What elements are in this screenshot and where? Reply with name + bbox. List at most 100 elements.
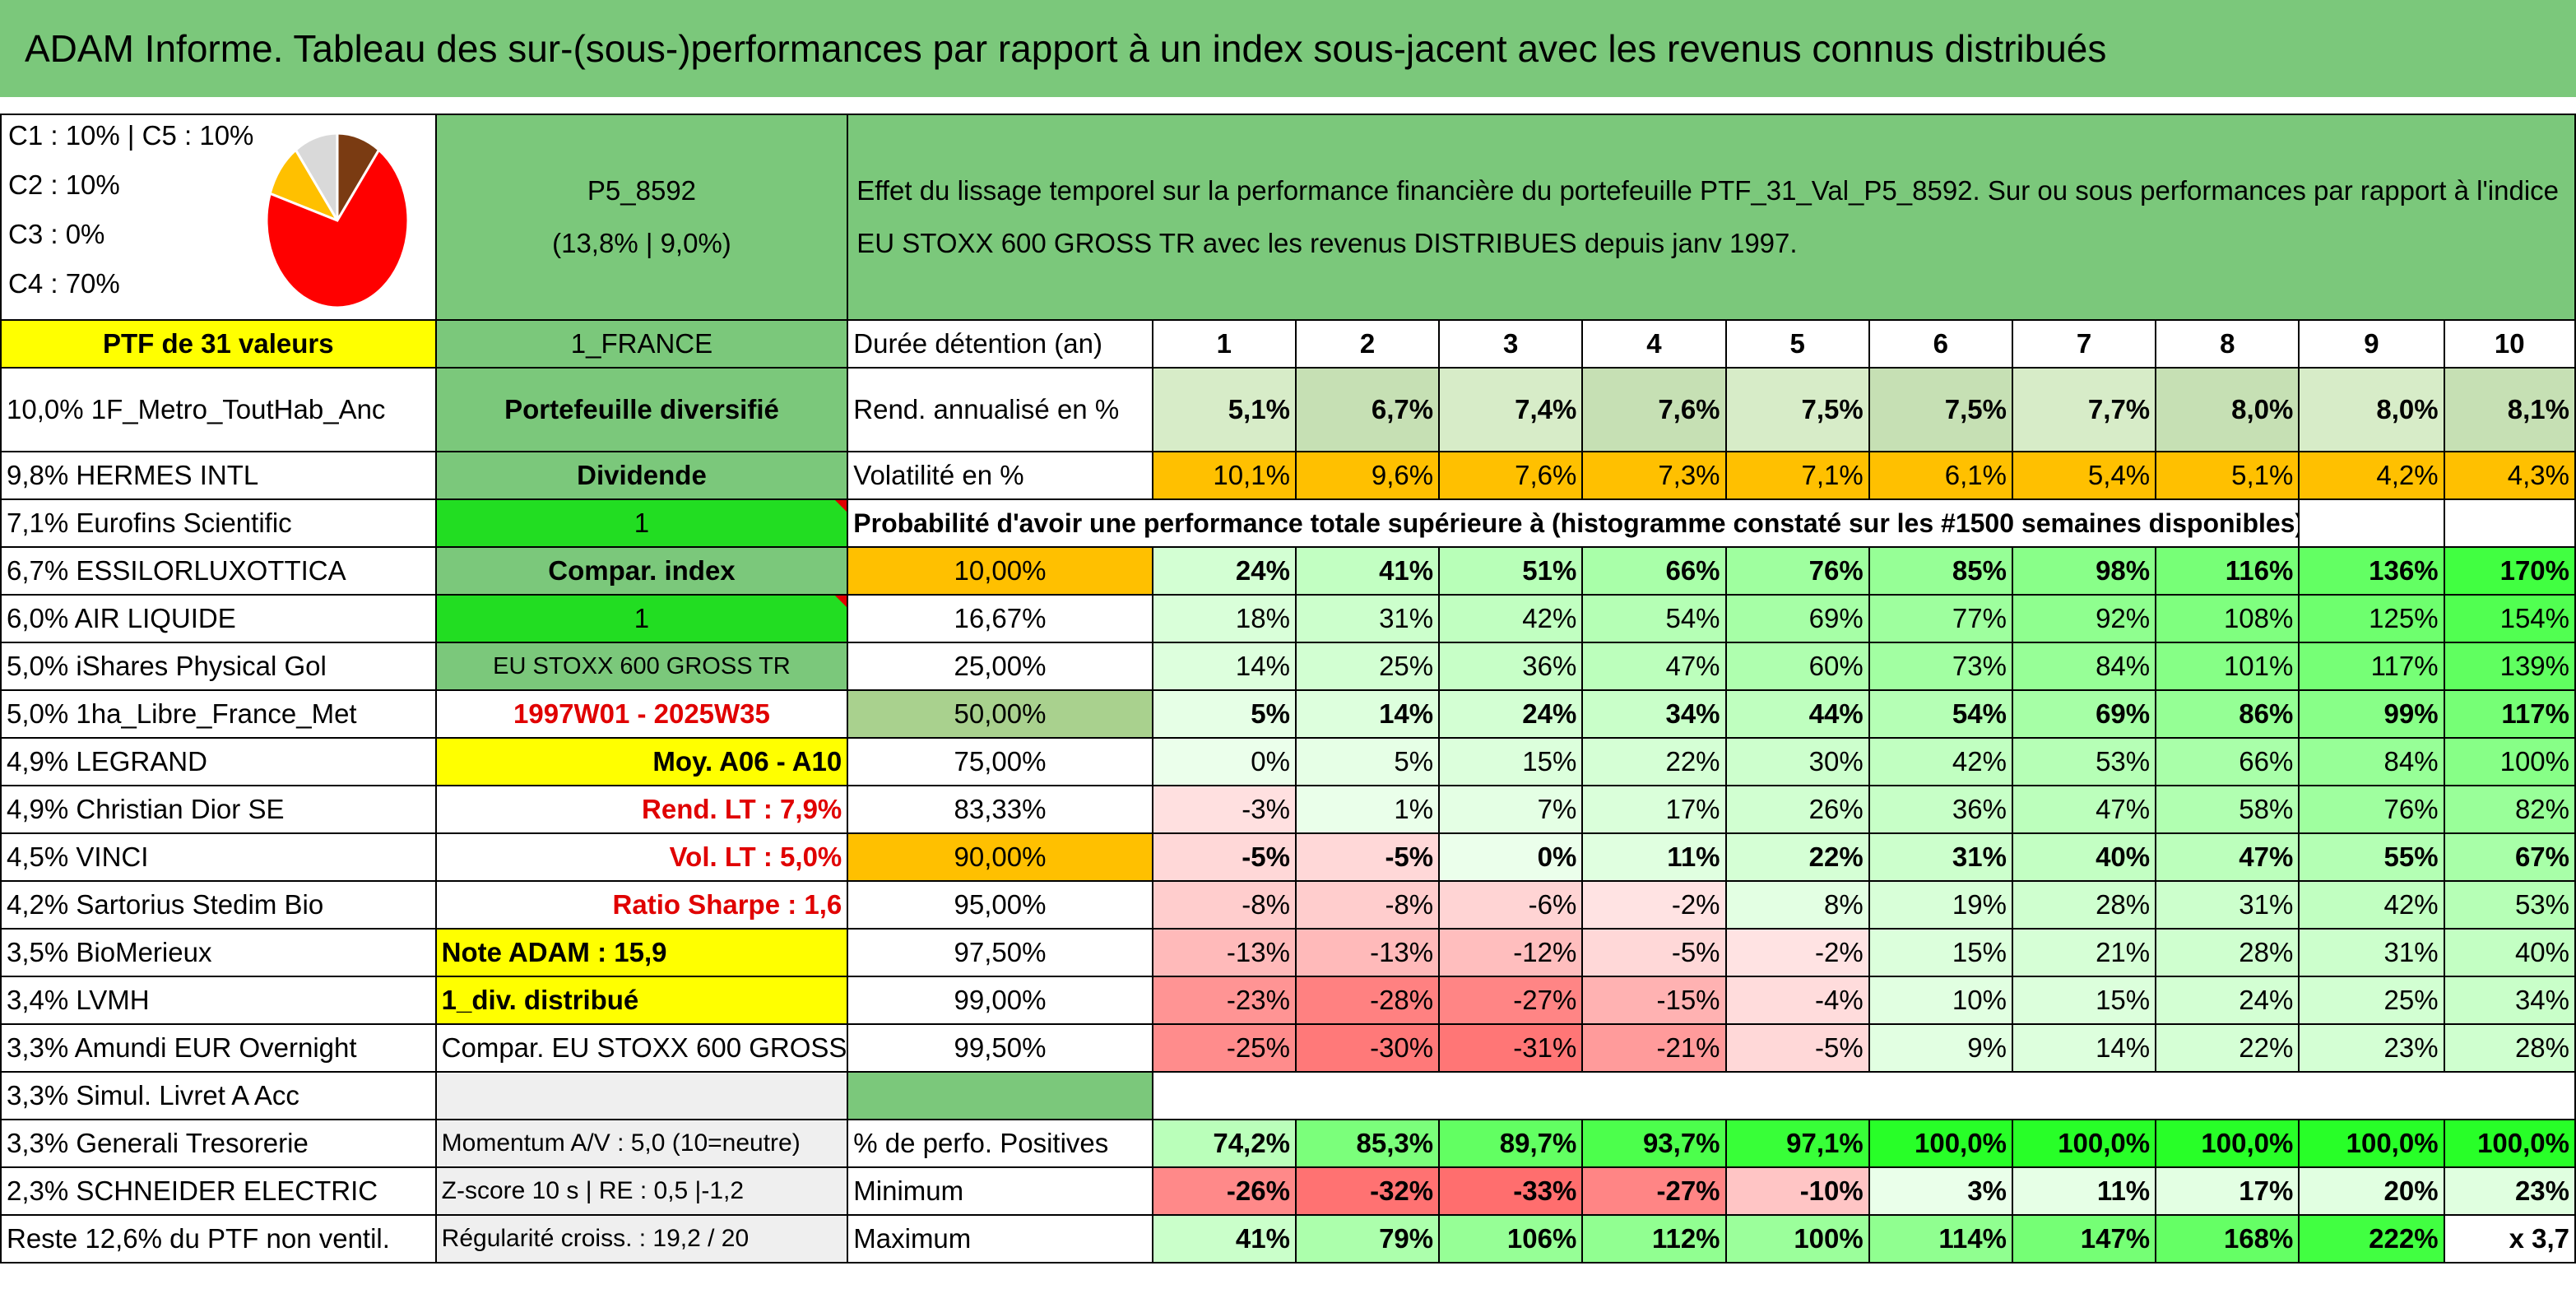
- probability-value: 117%: [2298, 642, 2445, 691]
- probability-value: 25%: [1294, 642, 1441, 691]
- info-cell: 1_FRANCE: [434, 319, 849, 369]
- rend-value: 8,1%: [2443, 367, 2576, 452]
- allocation-legend-line: C1 : 10% | C5 : 10%: [8, 120, 254, 151]
- minimum-value: -26%: [1151, 1166, 1297, 1216]
- probability-value: -13%: [1294, 928, 1441, 977]
- probability-value: 0%: [1438, 832, 1584, 882]
- maximum-value: 168%: [2155, 1214, 2300, 1263]
- holding-item: 4,9% LEGRAND: [0, 737, 437, 786]
- probability-value: 14%: [1294, 689, 1441, 739]
- probability-value: -3%: [1151, 785, 1297, 834]
- probability-value: 69%: [2011, 689, 2157, 739]
- probability-threshold: 97,50%: [847, 928, 1153, 977]
- probability-value: 117%: [2443, 689, 2576, 739]
- info-cell: Note ADAM : 15,9: [434, 928, 849, 977]
- info-cell: Compar. index: [434, 546, 849, 596]
- probability-value: 15%: [1438, 737, 1584, 786]
- holding-item: 3,3% Generali Tresorerie: [0, 1119, 437, 1168]
- info-cell: EU STOXX 600 GROSS TR: [434, 642, 849, 691]
- probability-value: 8%: [1724, 880, 1870, 930]
- probability-threshold: 75,00%: [847, 737, 1153, 786]
- holding-item: 9,8% HERMES INTL: [0, 451, 437, 500]
- vol-value: 10,1%: [1151, 451, 1297, 500]
- probability-value: 108%: [2155, 594, 2300, 643]
- rend-value: 8,0%: [2155, 367, 2300, 452]
- probability-value: 82%: [2443, 785, 2576, 834]
- probability-threshold: 83,33%: [847, 785, 1153, 834]
- probability-value: 22%: [1581, 737, 1727, 786]
- rend-value: 7,7%: [2011, 367, 2157, 452]
- empty-cell: [1151, 1071, 2576, 1120]
- info-cell: Compar. EU STOXX 600 GROSS TR: [434, 1023, 849, 1073]
- probability-value: 34%: [2443, 976, 2576, 1025]
- allocation-legend-line: C4 : 70%: [8, 268, 120, 299]
- maximum-value: 41%: [1151, 1214, 1297, 1263]
- year-header: 2: [1294, 319, 1441, 369]
- probability-value: 19%: [1868, 880, 2013, 930]
- probability-value: 36%: [1438, 642, 1584, 691]
- probability-value: 31%: [1294, 594, 1441, 643]
- maximum-value: 112%: [1581, 1214, 1727, 1263]
- year-header: 6: [1868, 319, 2013, 369]
- probability-value: 21%: [2011, 928, 2157, 977]
- probability-value: -31%: [1438, 1023, 1584, 1073]
- minimum-value: 23%: [2443, 1166, 2576, 1216]
- holding-item: 7,1% Eurofins Scientific: [0, 498, 437, 548]
- year-header: 8: [2155, 319, 2300, 369]
- positives-value: 93,7%: [1581, 1119, 1727, 1168]
- minimum-value: -27%: [1581, 1166, 1727, 1216]
- vol-value: 4,2%: [2298, 451, 2445, 500]
- allocation-legend-line: C3 : 0%: [8, 219, 105, 249]
- maximum-value: 79%: [1294, 1214, 1441, 1263]
- probability-value: 116%: [2155, 546, 2300, 596]
- positives-label: % de perfo. Positives: [847, 1119, 1153, 1168]
- rend-value: 7,5%: [1868, 367, 2013, 452]
- probability-value: -4%: [1724, 976, 1870, 1025]
- probability-threshold: 50,00%: [847, 689, 1153, 739]
- holding-item: 5,0% iShares Physical Gol: [0, 642, 437, 691]
- positives-value: 100,0%: [2155, 1119, 2300, 1168]
- allocation-legend-line: C2 : 10%: [8, 169, 120, 200]
- minimum-value: -32%: [1294, 1166, 1441, 1216]
- info-cell: 1997W01 - 2025W35: [434, 689, 849, 739]
- probability-value: 28%: [2155, 928, 2300, 977]
- maximum-value: 114%: [1868, 1214, 2013, 1263]
- probability-value: 1%: [1294, 785, 1441, 834]
- probability-value: 36%: [1868, 785, 2013, 834]
- years-label: Durée détention (an): [847, 319, 1153, 369]
- probability-value: 85%: [1868, 546, 2013, 596]
- holding-item: 3,3% Amundi EUR Overnight: [0, 1023, 437, 1073]
- allocation-pie-chart: [265, 132, 410, 309]
- probability-value: -6%: [1438, 880, 1584, 930]
- probability-value: 44%: [1724, 689, 1870, 739]
- probability-value: -2%: [1581, 880, 1727, 930]
- vol-label: Volatilité en %: [847, 451, 1153, 500]
- portfolio-code: P5_8592: [587, 175, 697, 206]
- maximum-value: x 3,7: [2443, 1214, 2576, 1263]
- probability-value: 22%: [1724, 832, 1870, 882]
- probability-value: 47%: [1581, 642, 1727, 691]
- rend-value: 7,5%: [1724, 367, 1870, 452]
- probability-value: 14%: [1151, 642, 1297, 691]
- probability-value: 84%: [2011, 642, 2157, 691]
- probability-value: 98%: [2011, 546, 2157, 596]
- probability-value: 42%: [2298, 880, 2445, 930]
- rend-value: 8,0%: [2298, 367, 2445, 452]
- portfolio-description: Effet du lissage temporel sur la perform…: [847, 114, 2576, 321]
- probability-value: 15%: [2011, 976, 2157, 1025]
- probability-value: 53%: [2443, 880, 2576, 930]
- probability-value: 28%: [2011, 880, 2157, 930]
- info-cell: Dividende: [434, 451, 849, 500]
- info-cell: [434, 1071, 849, 1120]
- rend-value: 6,7%: [1294, 367, 1441, 452]
- info-cell: Régularité croiss. : 19,2 / 20: [434, 1214, 849, 1263]
- probability-value: 31%: [1868, 832, 2013, 882]
- probability-threshold: 10,00%: [847, 546, 1153, 596]
- probability-value: 154%: [2443, 594, 2576, 643]
- info-cell: Vol. LT : 5,0%: [434, 832, 849, 882]
- year-header: 3: [1438, 319, 1584, 369]
- portfolio-code-cell: P5_8592 (13,8% | 9,0%): [434, 114, 849, 321]
- probability-value: 66%: [1581, 546, 1727, 596]
- probability-value: 77%: [1868, 594, 2013, 643]
- holding-item: Reste 12,6% du PTF non ventil.: [0, 1214, 437, 1263]
